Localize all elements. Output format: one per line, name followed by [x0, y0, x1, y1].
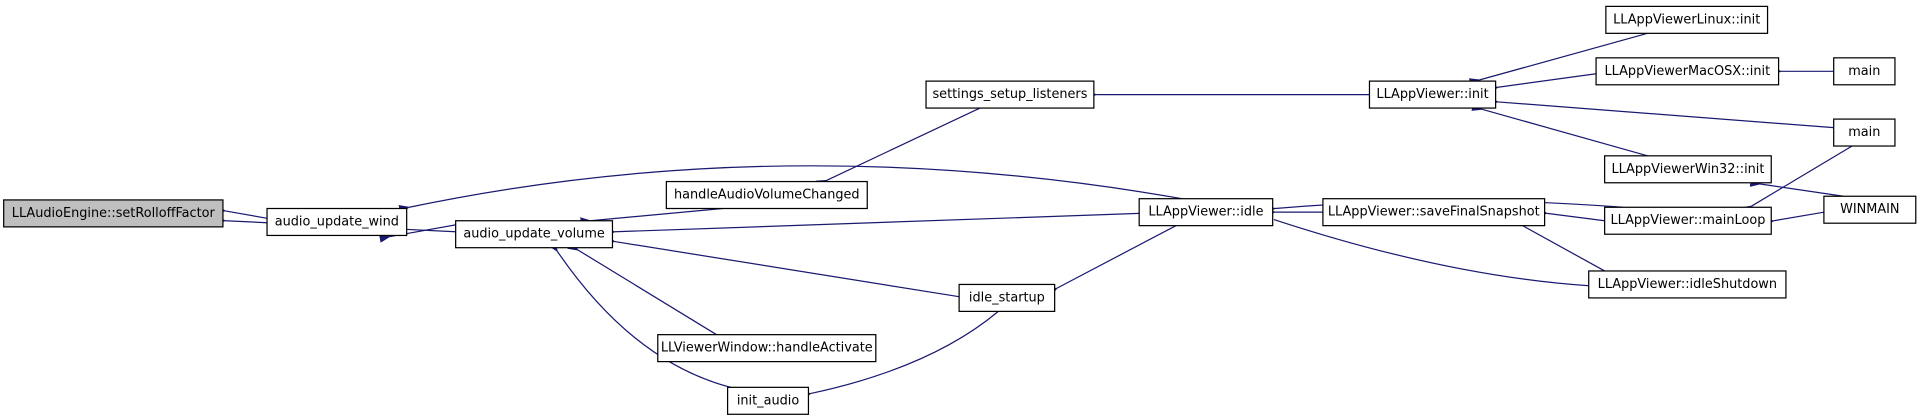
- node-label: LLAppViewerWin32::init: [1611, 162, 1764, 177]
- node-box: [1604, 206, 1772, 235]
- edge: [1511, 216, 1605, 272]
- node-box: [1368, 80, 1497, 109]
- node-box: [1833, 57, 1896, 86]
- edge: [1536, 207, 1605, 222]
- node-box: [1322, 198, 1546, 227]
- edge: [1468, 32, 1648, 87]
- node-label: main: [1848, 125, 1880, 140]
- edge: [1471, 102, 1648, 157]
- node-label: LLAppViewer::idle: [1148, 205, 1263, 220]
- edge: [800, 310, 999, 400]
- node-box: [3, 199, 224, 228]
- node-label: LLAppViewer::saveFinalSnapshot: [1328, 205, 1540, 220]
- node-box: [1138, 198, 1274, 227]
- node-box: [1588, 270, 1787, 299]
- edge: [604, 212, 1140, 237]
- node-box: [455, 220, 614, 249]
- node-box: [925, 80, 1095, 109]
- edge: [1740, 145, 1853, 215]
- node-box: [657, 334, 877, 363]
- node-label: handleAudioVolumeChanged: [674, 188, 860, 203]
- edge: [580, 207, 723, 227]
- edge: [1046, 225, 1177, 297]
- node-box: [726, 386, 810, 415]
- node-label: audio_update_wind: [275, 214, 399, 229]
- edge: [567, 241, 717, 336]
- edge: [1763, 211, 1825, 227]
- node-label: main: [1848, 64, 1880, 79]
- node-box: [665, 180, 868, 210]
- node-box: [1604, 155, 1772, 184]
- node-label: audio_update_volume: [463, 227, 605, 242]
- edge: [214, 204, 268, 219]
- node-label: LLAudioEngine::setRolloffFactor: [12, 206, 216, 221]
- node-box: [1595, 57, 1780, 86]
- node-box: [1833, 118, 1896, 147]
- node-box: [1823, 195, 1917, 224]
- node-label: settings_setup_listeners: [932, 87, 1087, 102]
- nodes: LLAudioEngine::setRolloffFactor audio_up…: [3, 5, 1917, 415]
- node-box: [958, 283, 1056, 313]
- edge: [1487, 73, 1597, 93]
- edge: [398, 165, 1183, 214]
- edge: [1749, 178, 1844, 197]
- edge: [548, 240, 742, 391]
- node-label: LLAppViewer::init: [1376, 87, 1488, 102]
- edge: [815, 107, 981, 189]
- node-box: [266, 207, 408, 237]
- edge: [1273, 218, 1598, 291]
- node-label: LLAppViewerLinux::init: [1613, 12, 1760, 27]
- node-label: LLViewerWindow::handleActivate: [661, 341, 873, 356]
- node-label: LLAppViewer::mainLoop: [1611, 213, 1766, 228]
- edge: [604, 235, 960, 298]
- node-label: LLAppViewerMacOSX::init: [1605, 64, 1771, 79]
- edge: [1487, 96, 1834, 129]
- node-label: idle_startup: [969, 290, 1045, 305]
- node-box: [1605, 5, 1769, 34]
- node-label: LLAppViewer::idleShutdown: [1598, 277, 1777, 292]
- node-label: init_audio: [737, 393, 800, 408]
- node-label: WINMAIN: [1840, 202, 1899, 217]
